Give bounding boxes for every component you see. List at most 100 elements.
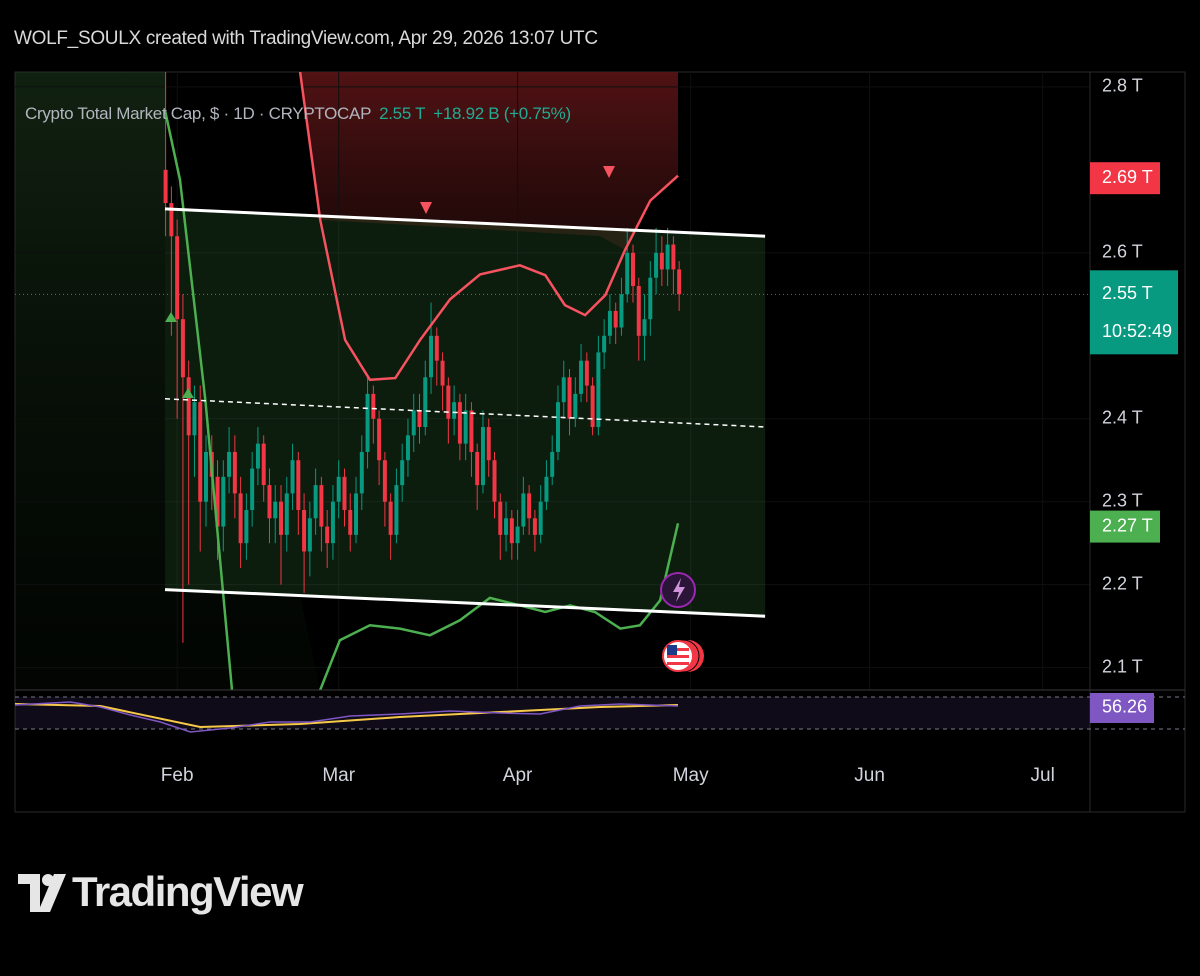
candle-body [175,236,180,320]
candle-body [279,501,284,535]
candle-body [290,460,295,494]
buy-signal [182,388,194,398]
candle-body [550,451,555,477]
trend-zone [15,72,320,690]
y-tick-label: 2.8 T [1102,76,1143,96]
band-line [298,72,679,382]
candle-body [227,451,232,477]
candle-body [440,360,445,386]
x-tick-label: Jun [854,765,885,786]
last-price: 2.55 T [379,104,426,123]
price-tag [1090,162,1160,195]
candle-body [509,518,514,544]
candle-body [330,501,335,544]
candle-body [671,244,676,270]
candle-body [336,476,341,502]
candle-body [261,443,266,486]
x-tick-label: Mar [322,765,355,786]
candle-body [382,460,387,502]
candle-body [636,286,641,336]
candle-body [203,451,208,502]
price-tag-label: 2.27 T [1102,515,1153,535]
candle-body [429,335,434,378]
candle-body [498,501,503,535]
rsi-ma-line [14,703,679,729]
candle-body [613,310,618,328]
legend: Crypto Total Market Cap, $ · 1D · CRYPTO… [25,104,571,124]
candle-body [596,352,601,428]
candle-body [677,269,682,295]
event-icon [660,572,696,608]
candle-body [625,252,630,295]
candle-body [642,319,647,336]
candle-body [348,509,353,535]
candle-body [192,402,197,436]
channel-middle [164,398,766,428]
rsi-band [15,697,1090,729]
candle-body [302,509,307,552]
candle-body [579,360,584,394]
candle-body [434,335,439,361]
candle-body [544,476,549,502]
candle-body [267,485,272,519]
candle-body [538,501,543,535]
candle-body [400,460,405,486]
candle-body [198,402,203,502]
candle-body [480,427,485,486]
y-tick-label: 2.2 T [1102,573,1143,593]
last-price-tag-label: 2.55 T [1102,283,1153,303]
candle-body [232,451,237,494]
candle-body [163,169,168,204]
candle-body [325,526,330,544]
candle-body [659,252,664,270]
x-tick-label: Apr [503,765,533,786]
header: WOLF_SOULX created with TradingView.com,… [14,28,598,49]
candle-body [244,509,249,544]
candle-body [532,518,537,535]
symbol-title: Crypto Total Market Cap, $ · 1D · CRYPTO… [25,104,372,123]
sell-signal [420,202,432,214]
candle-body [590,385,595,428]
candle-body [475,451,480,486]
candle-body [255,443,260,469]
candle-body [446,385,451,419]
candle-body [665,244,670,270]
candle-body [405,435,410,461]
economic-event-icon [662,639,704,673]
sell-signal [603,166,615,178]
candle-body [521,493,526,527]
candle-body [463,410,468,444]
candle-body [354,493,359,535]
candle-body [388,501,393,535]
rsi-tag-label: 56.26 [1102,697,1147,717]
resistance-zone [300,72,678,250]
candle-body [515,526,520,544]
brand: TradingView [72,868,304,915]
candle-body [504,518,509,535]
y-tick-label: 2.3 T [1102,490,1143,510]
candle-body [561,377,566,403]
candle-body [394,485,399,535]
buy-signal [165,312,177,322]
candle-body [648,277,653,320]
rsi-line [14,701,679,733]
candle-body [365,393,370,452]
candle-body [630,252,635,287]
candle-body [555,402,560,452]
x-tick-label: Feb [161,765,194,786]
candle-body [567,377,572,419]
y-tick-label: 2.6 T [1102,242,1143,262]
candle-body [296,460,301,510]
x-tick-label: Jul [1031,765,1055,786]
band-line [163,109,234,690]
candle-body [417,410,422,428]
candle-body [307,518,312,552]
change: +18.92 B (+0.75%) [433,104,571,123]
candle-body [377,418,382,461]
candle-body [584,360,589,386]
candle-body [250,468,255,510]
candle-body [423,377,428,428]
candle-body [342,476,347,510]
